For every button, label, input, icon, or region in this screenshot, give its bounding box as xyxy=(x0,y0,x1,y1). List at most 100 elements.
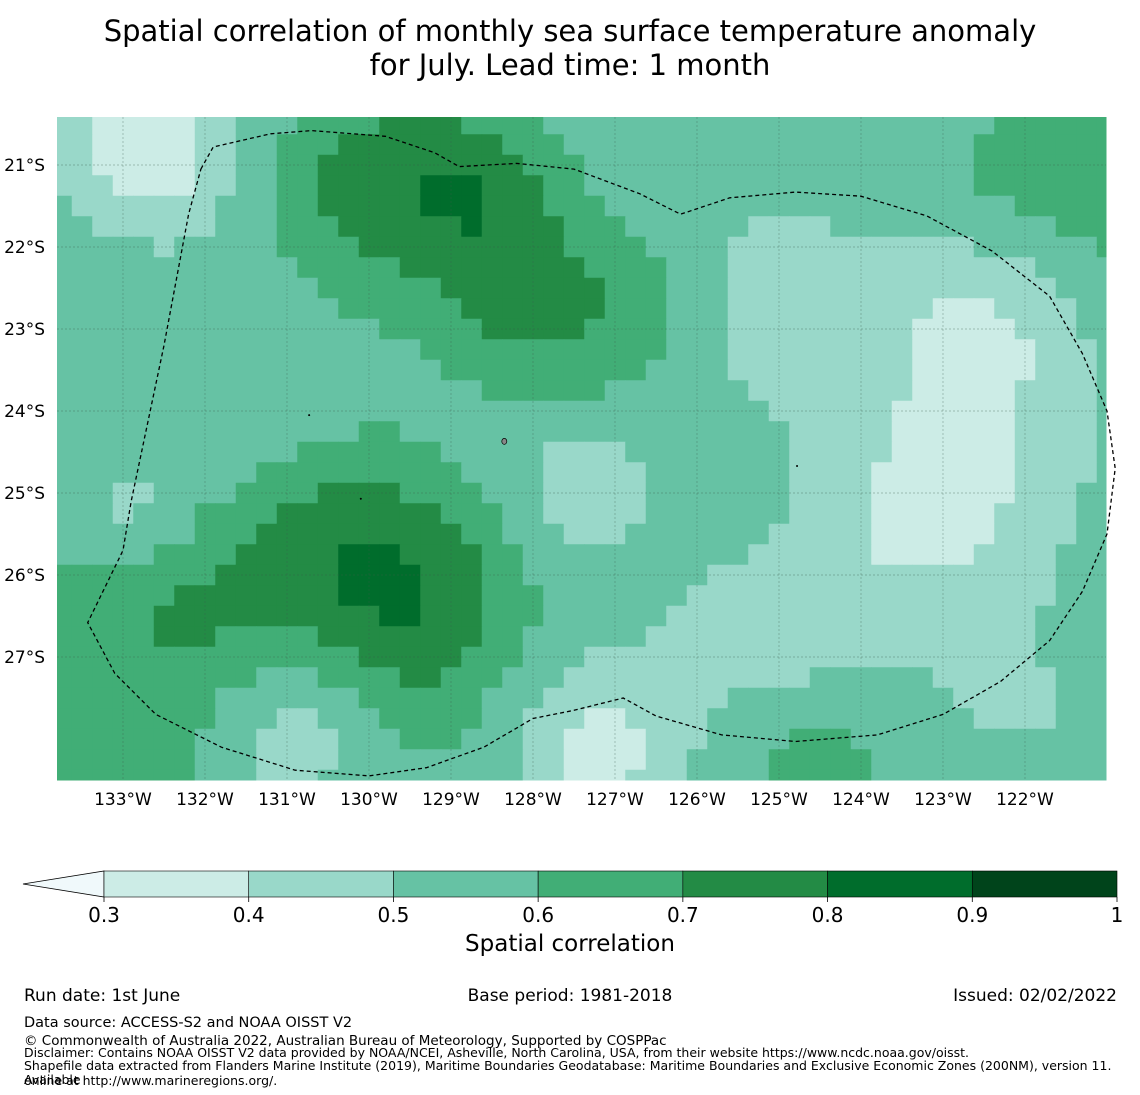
correlation-cell xyxy=(809,380,831,402)
correlation-cell xyxy=(522,441,544,463)
correlation-cell xyxy=(215,339,237,361)
correlation-cell xyxy=(973,482,995,504)
correlation-cell xyxy=(809,236,831,258)
correlation-cell xyxy=(133,523,155,545)
correlation-cell xyxy=(297,728,319,750)
correlation-cell xyxy=(133,154,155,176)
correlation-cell xyxy=(1096,441,1107,463)
correlation-cell xyxy=(338,769,360,781)
correlation-cell xyxy=(584,236,606,258)
correlation-cell xyxy=(71,339,93,361)
correlation-cell xyxy=(399,544,421,566)
correlation-cell xyxy=(338,195,360,217)
correlation-cell xyxy=(727,503,749,525)
correlation-cell xyxy=(522,318,544,340)
correlation-cell xyxy=(379,626,401,648)
correlation-cell xyxy=(850,117,872,135)
correlation-cell xyxy=(604,339,626,361)
correlation-cell xyxy=(174,544,196,566)
correlation-cell xyxy=(276,154,298,176)
colorbar-tick-label: 0.5 xyxy=(378,903,410,927)
correlation-cell xyxy=(1055,277,1077,299)
correlation-cell xyxy=(543,441,565,463)
correlation-cell xyxy=(994,564,1016,586)
correlation-cell xyxy=(584,462,606,484)
correlation-cell xyxy=(891,769,913,781)
correlation-cell xyxy=(297,769,319,781)
correlation-cell xyxy=(953,257,975,279)
correlation-cell xyxy=(235,400,257,422)
correlation-cell xyxy=(399,687,421,709)
correlation-cell xyxy=(584,544,606,566)
correlation-cell xyxy=(71,462,93,484)
correlation-cell xyxy=(707,216,729,238)
correlation-cell xyxy=(256,400,278,422)
correlation-cell xyxy=(830,359,852,381)
correlation-cell xyxy=(994,687,1016,709)
correlation-cell xyxy=(789,257,811,279)
correlation-cell xyxy=(440,523,462,545)
correlation-cell xyxy=(1035,503,1057,525)
correlation-cell xyxy=(358,257,380,279)
correlation-cell xyxy=(317,646,339,668)
correlation-cell xyxy=(768,687,790,709)
correlation-cell xyxy=(297,154,319,176)
correlation-cell xyxy=(891,564,913,586)
correlation-cell xyxy=(297,708,319,730)
correlation-cell xyxy=(953,134,975,156)
correlation-cell xyxy=(543,277,565,299)
correlation-cell xyxy=(543,134,565,156)
correlation-cell xyxy=(604,277,626,299)
correlation-cell xyxy=(358,646,380,668)
correlation-cell xyxy=(481,667,503,689)
correlation-cell xyxy=(748,195,770,217)
correlation-cell xyxy=(912,667,934,689)
correlation-cell xyxy=(1014,298,1036,320)
correlation-cell xyxy=(379,503,401,525)
correlation-cell xyxy=(399,359,421,381)
correlation-cell xyxy=(666,646,688,668)
correlation-cell xyxy=(112,605,134,627)
correlation-cell xyxy=(973,400,995,422)
correlation-cell xyxy=(871,749,893,771)
correlation-cell xyxy=(994,523,1016,545)
correlation-cell xyxy=(830,708,852,730)
correlation-cell xyxy=(563,749,585,771)
correlation-cell xyxy=(850,626,872,648)
correlation-cell xyxy=(92,236,114,258)
correlation-cell xyxy=(379,216,401,238)
correlation-cell xyxy=(1076,339,1098,361)
correlation-cell xyxy=(953,728,975,750)
correlation-cell xyxy=(727,318,749,340)
correlation-cell xyxy=(317,605,339,627)
correlation-cell xyxy=(502,728,524,750)
correlation-cell xyxy=(502,605,524,627)
map-gridlines xyxy=(57,117,1106,780)
correlation-cell xyxy=(584,523,606,545)
correlation-cell xyxy=(830,236,852,258)
correlation-cell xyxy=(871,236,893,258)
correlation-cell xyxy=(215,503,237,525)
correlation-cell xyxy=(1076,154,1098,176)
correlation-cell xyxy=(809,667,831,689)
correlation-cell xyxy=(707,503,729,525)
correlation-cell xyxy=(727,769,749,781)
correlation-cell xyxy=(707,380,729,402)
correlation-cell xyxy=(768,400,790,422)
correlation-cell xyxy=(379,769,401,781)
correlation-cell xyxy=(584,503,606,525)
correlation-cell xyxy=(707,626,729,648)
correlation-cell xyxy=(604,462,626,484)
correlation-cell xyxy=(522,359,544,381)
correlation-cell xyxy=(789,216,811,238)
correlation-cell xyxy=(912,503,934,525)
correlation-cell xyxy=(379,257,401,279)
correlation-cell xyxy=(809,298,831,320)
correlation-cell xyxy=(625,236,647,258)
correlation-cell xyxy=(543,728,565,750)
correlation-cell xyxy=(502,503,524,525)
correlation-cell xyxy=(686,134,708,156)
correlation-cell xyxy=(215,277,237,299)
correlation-cell xyxy=(420,564,442,586)
correlation-cell xyxy=(543,544,565,566)
